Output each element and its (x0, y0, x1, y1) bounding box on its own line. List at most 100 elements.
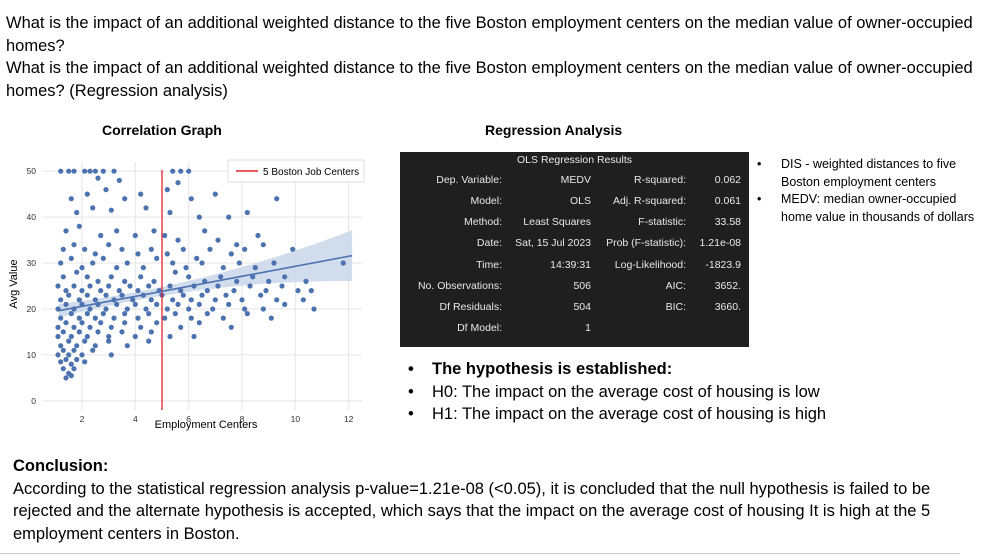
reg-right-label: Prob (F-statistic): (606, 237, 686, 249)
reg-right-value: 3652. (714, 280, 741, 292)
scatter-point (100, 311, 106, 317)
scatter-point (199, 260, 205, 266)
scatter-point (140, 265, 146, 271)
scatter-point (290, 246, 296, 252)
scatter-point (303, 278, 309, 284)
scatter-point (55, 352, 61, 358)
scatter-point (74, 269, 80, 275)
reg-left-label: Method: (464, 216, 502, 228)
scatter-point (74, 209, 80, 216)
scatter-point (84, 333, 90, 340)
scatter-point (130, 297, 136, 303)
reg-right-label: Log-Likelihood: (614, 259, 686, 271)
scatter-point (188, 315, 194, 321)
scatter-point (58, 315, 64, 321)
scatter-point (63, 301, 69, 307)
scatter-point (114, 228, 120, 234)
scatter-point (175, 301, 181, 307)
scatter-point (279, 283, 285, 289)
scatter-point (260, 242, 266, 248)
correlation-graph-title: Correlation Graph (102, 122, 222, 138)
scatter-point (71, 168, 77, 174)
scatter-point (266, 278, 272, 284)
x-axis-label: Employment Centers (155, 419, 258, 431)
scatter-point (84, 191, 90, 197)
scatter-point (63, 375, 69, 381)
scatter-point (84, 292, 90, 298)
scatter-point (180, 292, 186, 298)
scatter-point (146, 311, 152, 317)
scatter-point (234, 278, 240, 284)
scatter-point (132, 333, 138, 340)
reg-left-label: Date: (476, 237, 502, 249)
scatter-point (340, 260, 346, 266)
scatter-point (236, 260, 242, 266)
scatter-point (164, 251, 170, 257)
scatter-point (138, 324, 144, 330)
reg-left-label: No. Observations: (417, 280, 502, 292)
confidence-band (58, 230, 353, 318)
scatter-point (98, 288, 104, 294)
scatter-point (234, 242, 240, 248)
scatter-point (76, 223, 82, 229)
scatter-point (175, 237, 181, 243)
scatter-point (244, 209, 250, 216)
scatter-point (239, 297, 245, 303)
reg-left-value: MEDV (560, 174, 591, 186)
scatter-point (92, 343, 98, 349)
scatter-point (247, 283, 253, 289)
scatter-point (212, 191, 218, 197)
x-tick-label: 4 (133, 414, 138, 424)
scatter-point (92, 297, 98, 303)
y-tick-label: 20 (27, 304, 37, 314)
reg-left-label: Dep. Variable: (436, 174, 502, 186)
scatter-point (183, 265, 189, 271)
reg-left-label: Df Model: (457, 322, 502, 334)
scatter-point (87, 168, 93, 174)
scatter-point (111, 315, 117, 321)
hypothesis-h0: H0: The impact on the average cost of ho… (408, 381, 964, 404)
scatter-point (146, 283, 152, 289)
scatter-point (204, 311, 210, 317)
scatter-point (148, 329, 154, 335)
scatter-point (204, 288, 210, 294)
reg-left-value: 506 (573, 280, 591, 292)
scatter-point (164, 306, 170, 312)
scatter-point (119, 292, 125, 298)
scatter-point (108, 207, 114, 213)
scatter-point (300, 297, 306, 303)
scatter-point (223, 292, 229, 298)
reg-left-value: OLS (569, 195, 591, 207)
note-medv: MEDV: median owner-occupied home value i… (757, 191, 975, 226)
scatter-point (68, 361, 74, 367)
scatter-point (108, 324, 114, 330)
scatter-point (164, 187, 170, 193)
y-axis-label: Avg Value (8, 259, 20, 308)
scatter-point (95, 175, 101, 181)
scatter-point (268, 315, 274, 321)
scatter-point (66, 292, 72, 298)
scatter-point (260, 306, 266, 312)
ols-regression-results-table: OLS Regression Results Dep. Variable: ME… (400, 152, 749, 347)
conclusion-heading: Conclusion: (13, 457, 109, 475)
note-dis: DIS - weighted distances to five Boston … (757, 156, 975, 191)
scatter-point (55, 324, 61, 330)
scatter-point (207, 246, 213, 252)
scatter-point (132, 301, 138, 307)
scatter-point (103, 292, 109, 298)
scatter-point (295, 288, 301, 294)
scatter-point (114, 265, 120, 271)
scatter-point (116, 177, 122, 183)
scatter-point (175, 180, 181, 186)
reg-left-value: 504 (573, 301, 591, 313)
scatter-point (170, 260, 176, 266)
scatter-point (151, 228, 157, 234)
scatter-point (282, 274, 288, 280)
scatter-point (63, 320, 69, 326)
scatter-point (127, 283, 133, 289)
scatter-point (167, 333, 173, 340)
scatter-point (106, 338, 112, 344)
scatter-point (188, 297, 194, 303)
scatter-point (119, 329, 125, 335)
scatter-point (178, 288, 184, 294)
